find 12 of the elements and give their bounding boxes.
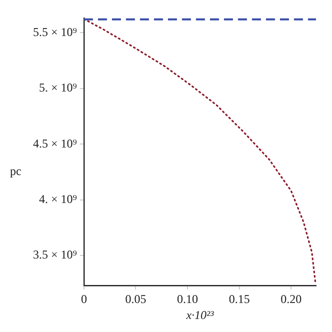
- y-tick-label: 3.5 × 10⁹: [33, 248, 77, 262]
- x-tick-label: 0.10: [177, 292, 198, 306]
- y-tick-label: 4. × 10⁹: [39, 192, 77, 206]
- y-tick-label: 5. × 10⁹: [39, 80, 77, 95]
- x-tick-label: 0.20: [280, 292, 302, 306]
- y-tick-label: 4.5 × 10⁹: [33, 136, 77, 150]
- y-axis-title: pc: [10, 164, 22, 178]
- x-tick-label: 0.15: [228, 292, 250, 306]
- x-tick-label: 0.05: [125, 292, 146, 306]
- x-axis-title: x·10²³: [185, 308, 214, 322]
- y-tick-label: 5.5 × 10⁹: [33, 24, 77, 39]
- x-tick-label: 0: [80, 292, 87, 306]
